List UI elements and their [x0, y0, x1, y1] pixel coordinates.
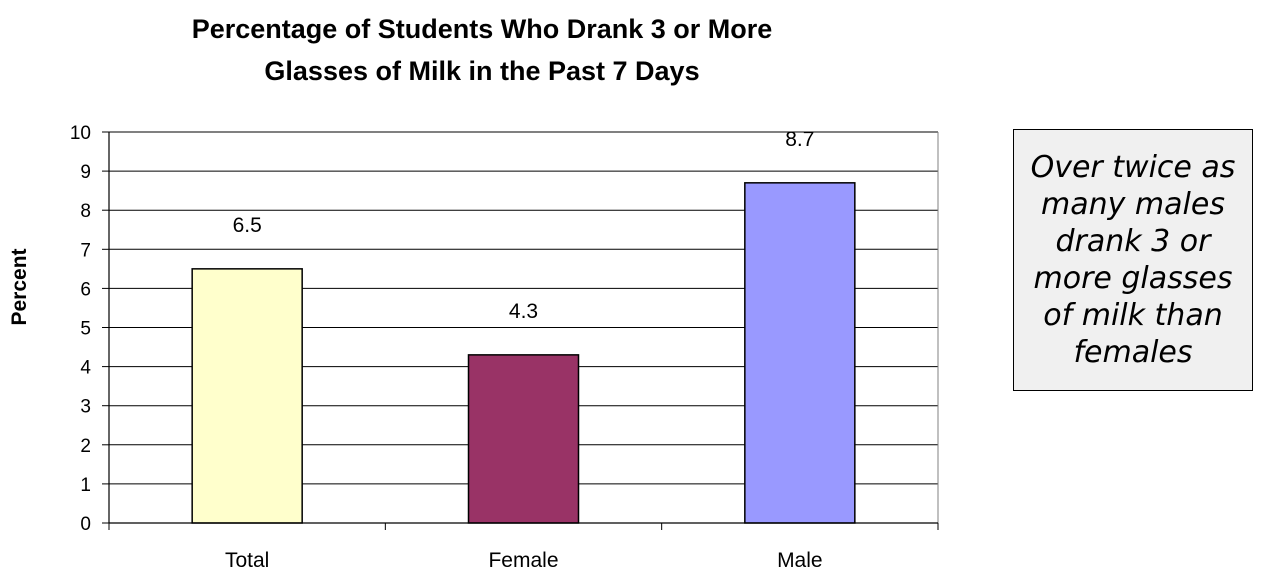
x-tick-label-0: Total [225, 549, 269, 571]
chart-title-line-2: Glasses of Milk in the Past 7 Days [264, 56, 699, 86]
y-tick-label-9: 9 [80, 162, 91, 183]
y-tick-label-0: 0 [80, 514, 91, 535]
data-label-1: 4.3 [509, 300, 538, 323]
y-tick-label-1: 1 [80, 475, 91, 496]
bar-2 [744, 182, 856, 524]
x-tick-label-1: Female [488, 549, 558, 571]
data-label-2: 8.7 [785, 128, 814, 151]
y-tick-label-7: 7 [80, 240, 91, 261]
annotation-box: Over twice as many males drank 3 or more… [1013, 129, 1253, 391]
data-label-0: 6.5 [233, 214, 262, 237]
bars [191, 182, 856, 524]
y-tick-label-6: 6 [80, 279, 91, 300]
axes [102, 131, 939, 530]
y-axis-label: Percent [8, 248, 31, 325]
annotation-text: Over twice as many males drank 3 or more… [1030, 150, 1236, 370]
bar-1 [467, 354, 580, 524]
y-tick-label-5: 5 [80, 319, 91, 340]
chart-title-line-1: Percentage of Students Who Drank 3 or Mo… [192, 14, 773, 44]
labels: 6.5 Total 4.3 Female 8.7 Male 0 1 2 3 4 5 6 7 8 9 10 [70, 123, 823, 571]
y-tick-label-2: 2 [80, 436, 91, 457]
y-tick-label-10: 10 [70, 123, 91, 144]
y-tick-label-8: 8 [80, 201, 91, 222]
y-tick-label-3: 3 [80, 397, 91, 418]
x-tick-label-2: Male [777, 549, 823, 571]
y-tick-label-4: 4 [80, 358, 91, 379]
bar-0 [191, 268, 303, 524]
